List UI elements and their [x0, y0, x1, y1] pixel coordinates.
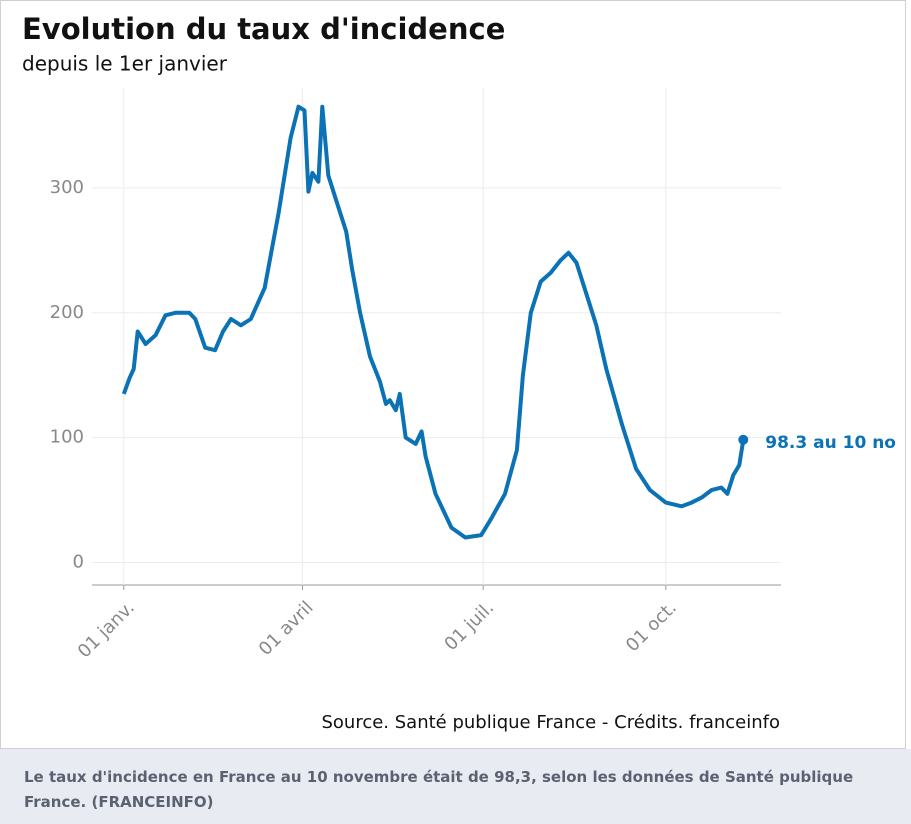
y-tick-label: 300 — [50, 177, 84, 198]
y-tick-label: 0 — [73, 552, 84, 573]
end-point — [738, 434, 749, 445]
source: Source. Santé publique France - Crédits.… — [321, 712, 780, 733]
y-tick-label: 100 — [50, 427, 84, 448]
chart: Evolution du taux d'incidence depuis le … — [0, 0, 906, 749]
line — [121, 104, 746, 540]
chart-subtitle: depuis le 1er janvier — [22, 52, 228, 76]
chart-title: Evolution du taux d'incidence — [22, 12, 505, 46]
chart-frame — [0, 0, 906, 749]
y-tick-label: 200 — [50, 302, 84, 323]
caption: Le taux d'incidence en France au 10 nove… — [0, 749, 911, 824]
annotation: 98.3 au 10 no — [765, 433, 896, 453]
